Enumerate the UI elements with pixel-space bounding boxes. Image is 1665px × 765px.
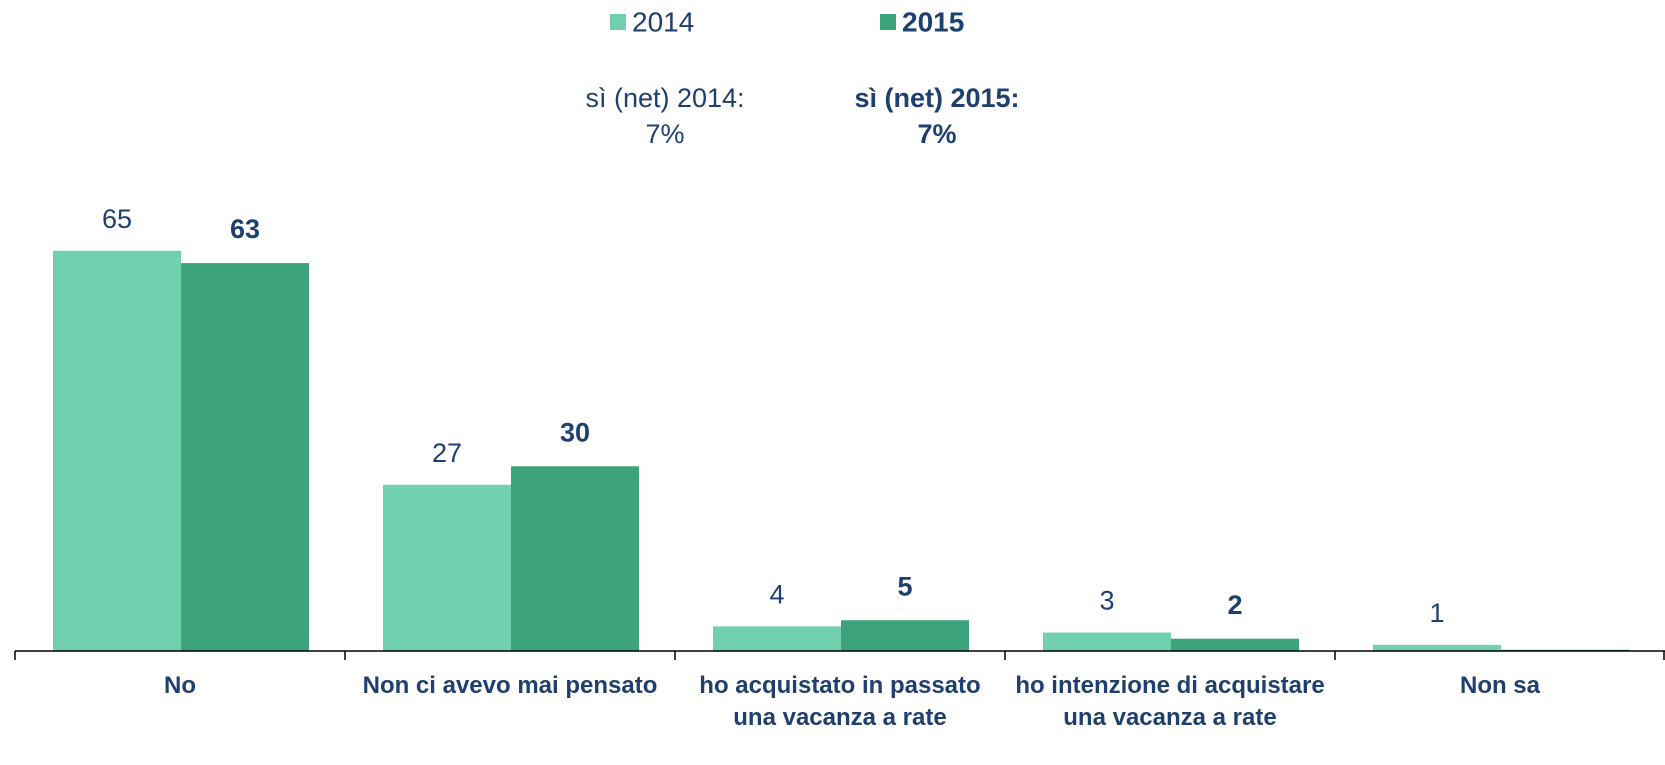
bar: [53, 250, 181, 652]
bar: [383, 484, 511, 651]
x-tick-label: Non ci avevo mai pensato: [362, 672, 658, 699]
value-label: 30: [560, 417, 590, 447]
value-label: 65: [102, 204, 132, 234]
bar: [1171, 638, 1299, 651]
x-tick-label: Non sa: [1459, 672, 1540, 699]
value-label: 2: [1227, 590, 1242, 620]
annotation: 7%: [917, 119, 957, 149]
bar: [181, 263, 309, 651]
x-tick-label: No: [164, 672, 196, 699]
bar: [1373, 644, 1501, 651]
bar: [841, 620, 969, 651]
bar: [713, 626, 841, 651]
value-label: 3: [1099, 586, 1114, 616]
annotation: 7%: [645, 119, 685, 149]
legend-label: 2014: [632, 6, 694, 37]
value-label: 4: [769, 579, 784, 609]
legend-swatch: [880, 14, 896, 30]
x-tick-label: ho intenzione di acquistare una vacanza …: [1015, 672, 1325, 731]
value-label: 63: [230, 214, 260, 244]
value-label: 5: [897, 571, 912, 601]
annotation: sì (net) 2014:: [585, 83, 745, 113]
legend-label: 2015: [902, 6, 964, 37]
value-label: 1: [1429, 598, 1444, 628]
legend-swatch: [610, 14, 626, 30]
value-label: 27: [432, 438, 462, 468]
x-tick-label: ho acquistato in passato una vacanza a r…: [699, 672, 981, 731]
bar: [1043, 632, 1171, 651]
bar: [511, 466, 639, 651]
annotation: sì (net) 2015:: [854, 83, 1020, 113]
